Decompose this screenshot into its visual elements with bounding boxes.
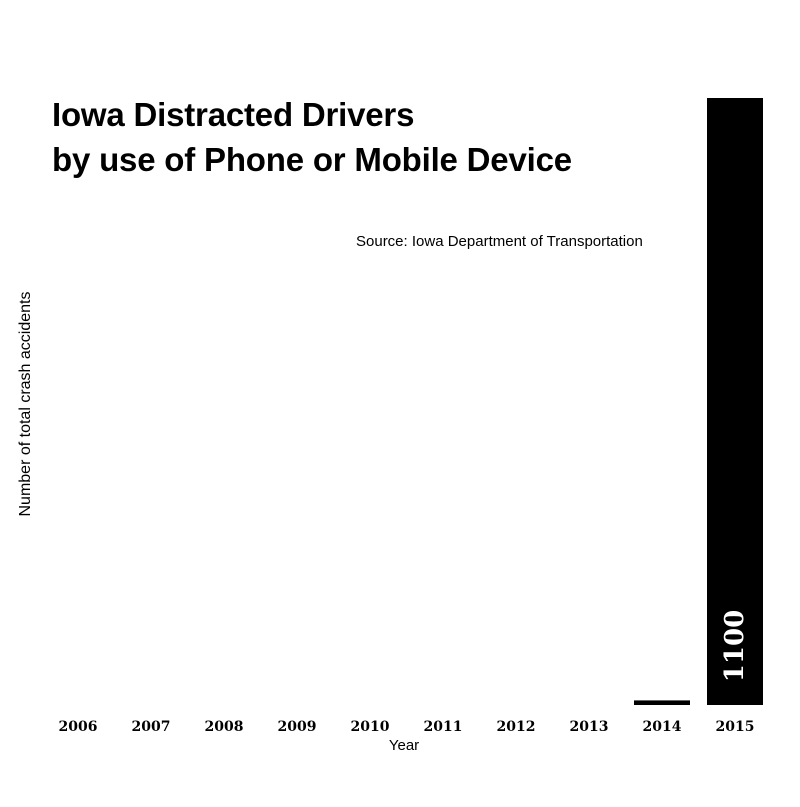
source-note: Source: Iowa Department of Transportatio… [356, 233, 643, 250]
bar-value-label-2013: 732 [574, 619, 604, 673]
chart-title-line-2: by use of Phone or Mobile Device [52, 141, 572, 178]
bar-value-label-2006: 667 [63, 619, 93, 673]
x-tick-label-2014: 2014 [643, 719, 682, 735]
x-tick-label-2007: 2007 [132, 719, 171, 735]
bar-value-label-2011: 681 [428, 619, 458, 673]
x-tick-label-2009: 2009 [278, 719, 317, 735]
x-tick-labels: 2006 2007 2008 2009 2010 2011 2012 2013 2014 2015 [59, 719, 755, 735]
x-tick-label-2013: 2013 [570, 719, 609, 735]
chart-title-line-1: Iowa Distracted Drivers [52, 96, 415, 133]
x-axis-label: Year [389, 737, 419, 754]
bar-2015 [707, 98, 763, 705]
x-tick-label-2011: 2011 [424, 719, 463, 735]
x-tick-label-2012: 2012 [497, 719, 536, 735]
bar-value-label-2014: 771 [647, 619, 677, 673]
x-tick-label-2008: 2008 [205, 719, 244, 735]
x-tick-label-2015: 2015 [716, 719, 755, 735]
bar-value-label-2009: 761 [282, 619, 312, 673]
bars-group: 667 694 735 761 659 681 715 732 771 1100 [63, 98, 763, 705]
bar-value-label-2007: 694 [136, 619, 166, 673]
bar-value-label-2012: 715 [501, 619, 531, 673]
bar-2014 [634, 700, 690, 705]
x-tick-label-2006: 2006 [59, 719, 98, 735]
x-tick-label-2010: 2010 [351, 719, 390, 735]
bar-value-label-2008: 735 [209, 619, 239, 673]
y-axis-label: Number of total crash accidents [17, 292, 34, 517]
bar-value-label-2010: 659 [355, 619, 385, 673]
bar-value-label-2015: 1100 [720, 610, 750, 682]
